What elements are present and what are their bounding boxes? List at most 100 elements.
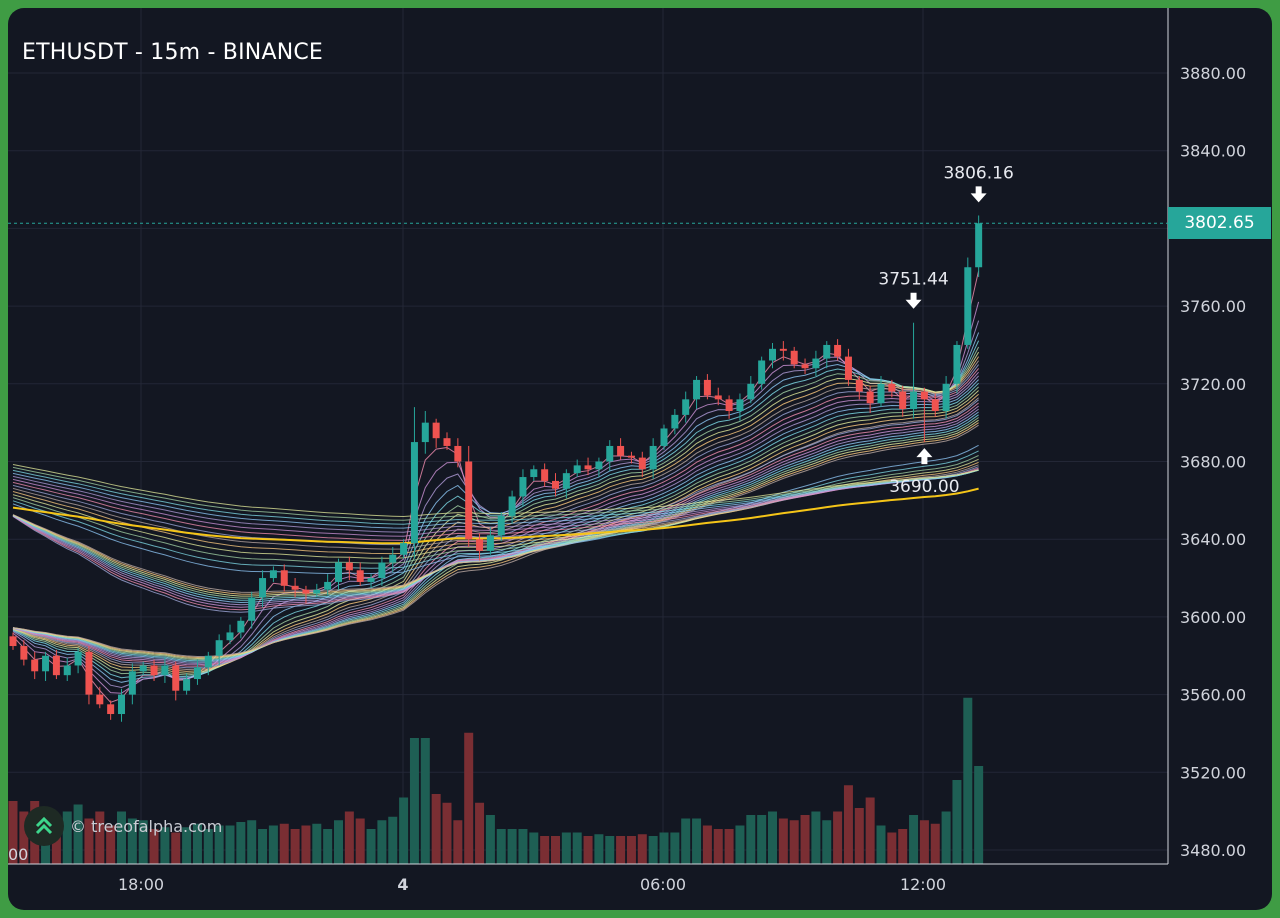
volume-bar — [800, 815, 810, 864]
candle-body — [975, 223, 983, 268]
candle-body — [63, 665, 71, 676]
axes: 3880.003840.003800.003760.003720.003680.… — [8, 8, 1246, 894]
candle-body — [389, 554, 397, 563]
volume-bar — [301, 825, 311, 864]
ma-ribbon-line — [12, 393, 979, 659]
candles — [9, 215, 983, 722]
volume-bar — [583, 836, 593, 864]
candle-body — [519, 477, 527, 497]
candle-body — [736, 399, 744, 411]
volume-bar — [605, 836, 615, 864]
candle-body — [497, 515, 505, 536]
volume-bar — [833, 811, 843, 864]
slow-ma-ribbon-line — [12, 455, 979, 564]
candle-body — [42, 655, 50, 672]
candle-body — [530, 469, 538, 478]
ma-ribbon-line — [12, 405, 979, 608]
volume-bar — [974, 766, 984, 864]
volume-bar — [854, 808, 864, 864]
volume-bar — [182, 827, 192, 864]
volume-bar — [192, 823, 202, 864]
volume-bar — [268, 825, 278, 864]
candle-body — [627, 455, 635, 458]
candle-body — [378, 562, 386, 579]
volume-bar — [323, 829, 333, 864]
candle-body — [183, 679, 191, 691]
ma-ribbon-line — [12, 402, 979, 611]
y-tick-label: 3880.00 — [1180, 64, 1246, 83]
candle-body — [508, 496, 516, 516]
volume-bar — [898, 829, 908, 864]
volume-bar — [377, 820, 387, 864]
candle-body — [9, 636, 17, 647]
volume-bar — [279, 823, 289, 864]
volume-bar — [507, 829, 517, 864]
candle-body — [823, 344, 831, 359]
candle-body — [714, 395, 722, 400]
candle-body — [812, 358, 820, 369]
candle-body — [20, 646, 28, 660]
volume-bar — [420, 738, 430, 864]
annotation-label: 3806.16 — [943, 163, 1013, 183]
y-tick-label: 3840.00 — [1180, 142, 1246, 161]
volume-bar — [388, 816, 398, 864]
volume-bar — [95, 811, 105, 864]
candle-body — [682, 399, 690, 415]
ma-ribbon-line — [12, 371, 979, 666]
ma-ribbon-line — [12, 379, 979, 663]
volume-bar — [616, 836, 626, 864]
volume-bar — [941, 811, 951, 864]
y-tick-label: 3760.00 — [1180, 297, 1246, 316]
candle-body — [541, 469, 549, 481]
candle-body — [758, 360, 766, 384]
volume-bar — [843, 785, 853, 864]
slow-ma-yellow-line — [12, 487, 979, 545]
candle-body — [465, 461, 473, 540]
candle-body — [725, 399, 733, 411]
candle-body — [335, 562, 342, 582]
ma-ribbon-line — [12, 340, 980, 679]
chart-panel[interactable]: 3880.003840.003800.003760.003720.003680.… — [8, 8, 1272, 910]
volume-bar — [355, 818, 365, 864]
candle-body — [128, 671, 136, 695]
volume-bar — [876, 825, 886, 864]
candle-body — [356, 570, 364, 582]
ma-ribbon-line — [12, 375, 979, 664]
candle-body — [367, 578, 375, 582]
candle-body — [486, 535, 494, 551]
candle-body — [204, 655, 212, 668]
candle-body — [606, 445, 614, 462]
annotation-label: 3690.00 — [889, 477, 959, 497]
candle-body — [660, 428, 668, 446]
volume-bar — [344, 811, 354, 864]
ma-ribbon-line — [12, 397, 979, 658]
candle-body — [888, 383, 896, 392]
volume-bar — [648, 836, 658, 864]
slow-ma-ribbon-line — [12, 466, 979, 521]
volume-bar — [659, 832, 669, 864]
volume-bar — [551, 836, 560, 864]
volume-bar — [138, 820, 148, 864]
candle-body — [107, 704, 115, 715]
volume-bar — [919, 820, 929, 864]
y-tick-label: 3600.00 — [1180, 608, 1246, 627]
volume-bar — [312, 823, 322, 864]
volume-bar — [203, 829, 213, 864]
tree-of-alpha-logo-icon — [24, 806, 64, 846]
slow-ma-ribbon-line — [12, 469, 979, 533]
candle-body — [259, 578, 267, 598]
candle-body — [703, 379, 711, 396]
volume-bar — [757, 815, 767, 864]
volume-bar — [106, 825, 116, 864]
volume-bar — [681, 818, 691, 864]
volume-bar — [290, 829, 300, 864]
candle-body — [118, 694, 125, 715]
volume-bar — [160, 827, 170, 864]
volume-bar — [702, 825, 712, 864]
price-chart[interactable]: 3880.003840.003800.003760.003720.003680.… — [8, 8, 1272, 910]
volume-bar — [453, 820, 463, 864]
candle-body — [920, 391, 928, 400]
volume-bar — [117, 811, 126, 864]
volume-bar — [735, 825, 745, 864]
candle-body — [747, 383, 755, 400]
